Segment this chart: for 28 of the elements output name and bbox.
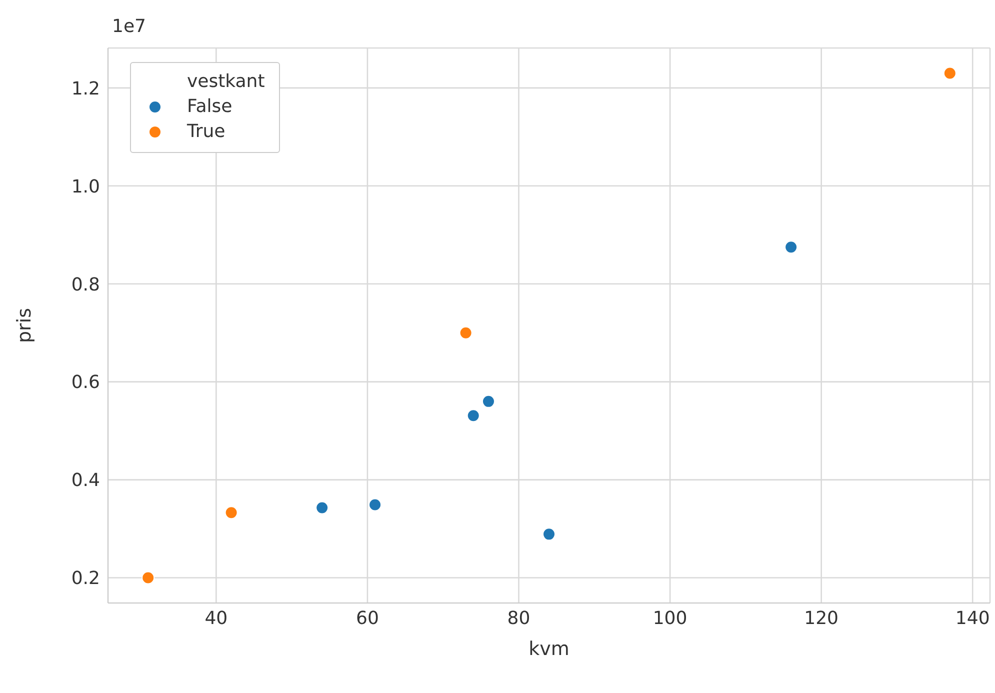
text: 1e7 [112,16,146,37]
point [142,571,155,584]
point [943,66,956,80]
point [482,394,495,408]
point [224,506,238,520]
point [542,528,556,541]
x-tick-label: 80 [507,608,530,629]
legend-title: vestkant [186,71,265,92]
y-tick-label: 0.8 [71,274,100,296]
x-tick-label: 40 [204,608,228,629]
y-axis-title: pris [14,308,36,344]
y-tick-label: 1.2 [71,78,100,100]
x-tick-label: 100 [652,608,688,629]
y-tick-label: 1.0 [71,176,100,198]
point [459,326,472,340]
point [368,498,382,512]
x-tick-label: 120 [804,608,838,629]
y-tick-label: 0.6 [71,372,100,394]
y-tick-label: 0.2 [71,568,100,590]
legend-label: False [187,96,232,117]
legend-label: True [187,121,226,142]
y-tick-label: 0.4 [71,470,100,492]
x-tick-label: 60 [356,608,379,629]
point [466,409,480,422]
point [316,501,329,514]
x-axis-title: kvm [528,638,570,660]
point [784,240,798,254]
x-tick-label: 140 [955,608,990,629]
